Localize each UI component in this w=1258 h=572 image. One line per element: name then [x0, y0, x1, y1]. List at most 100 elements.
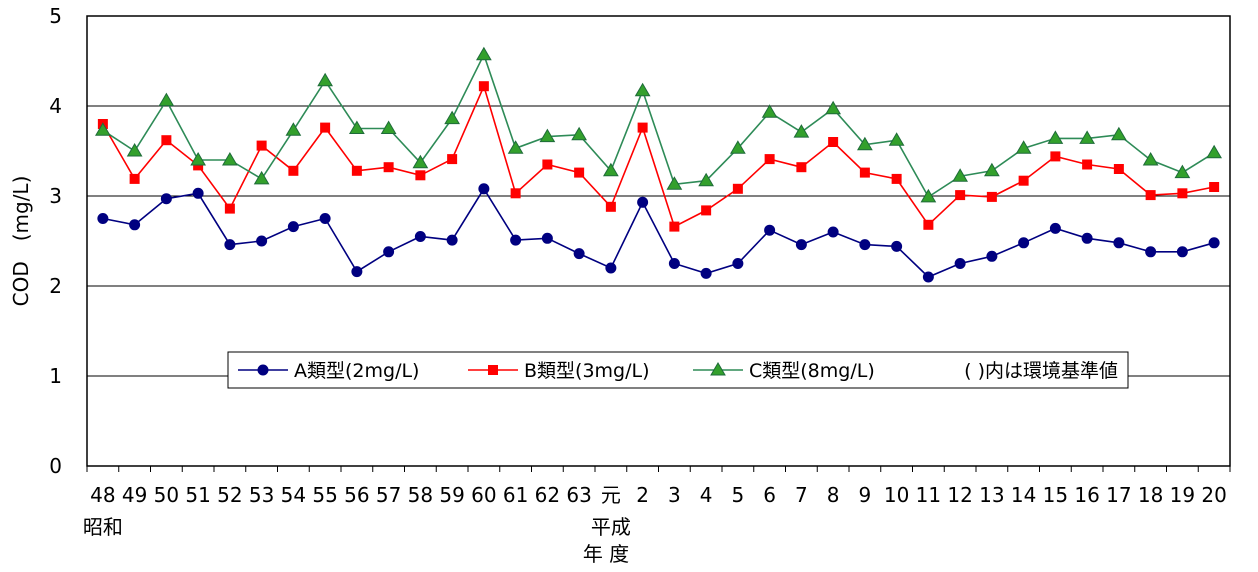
data-point [732, 258, 744, 269]
data-point [380, 120, 397, 134]
data-point [222, 152, 238, 166]
data-point [224, 239, 236, 251]
x-tick-label: 61 [503, 483, 528, 507]
x-tick-label: 16 [1074, 483, 1099, 507]
data-point [542, 159, 553, 170]
x-tick-label: 7 [795, 483, 808, 507]
data-point [256, 235, 268, 247]
data-point [952, 168, 968, 182]
data-point [637, 196, 649, 208]
data-point [700, 267, 712, 279]
data-point [668, 258, 680, 269]
data-point [984, 162, 1000, 177]
data-point [698, 172, 714, 187]
data-point [539, 128, 556, 143]
data-point [732, 183, 743, 194]
data-point [764, 224, 776, 236]
data-point [761, 104, 778, 118]
data-point [351, 165, 362, 176]
y-tick-label: 2 [49, 274, 62, 298]
x-tick-label: 元 [601, 483, 621, 507]
data-point [764, 154, 775, 165]
data-point [955, 190, 966, 201]
data-point [796, 162, 807, 173]
x-tick-label: 49 [122, 483, 147, 507]
data-point [1018, 175, 1029, 186]
x-tick-label: 59 [439, 483, 464, 507]
legend-note: ( )内は環境基準値 [964, 360, 1118, 382]
data-point [253, 170, 270, 185]
data-point [1145, 190, 1156, 201]
data-point [192, 187, 204, 199]
data-point [415, 170, 426, 181]
data-point [1111, 126, 1127, 141]
series [95, 46, 1222, 283]
x-tick-label: 6 [763, 483, 776, 507]
x-tick-label: 12 [947, 483, 972, 507]
data-point [1209, 182, 1220, 192]
x-tick-label: 50 [154, 483, 179, 507]
data-point [1082, 159, 1093, 170]
x-tick-label: 55 [312, 483, 337, 507]
data-point [510, 234, 522, 246]
legend-marker [488, 365, 498, 375]
data-point [320, 122, 331, 133]
data-point [1050, 151, 1061, 162]
data-point [634, 82, 651, 97]
data-point [857, 136, 873, 151]
data-point [256, 140, 267, 151]
data-point [1174, 164, 1191, 179]
data-point [383, 246, 395, 258]
legend-marker [257, 364, 269, 376]
series-c [95, 46, 1222, 203]
data-point [1113, 164, 1124, 174]
data-point [1049, 222, 1061, 234]
data-point [1079, 130, 1095, 144]
x-tick-label: 60 [471, 483, 496, 507]
data-point [383, 162, 394, 173]
x-tick-label: 14 [1011, 483, 1036, 507]
data-point [478, 81, 489, 92]
series-a [97, 183, 1220, 283]
data-point [1177, 188, 1188, 199]
data-point [349, 120, 365, 134]
x-tick-label: 58 [408, 483, 433, 507]
data-point [891, 173, 902, 184]
data-point [574, 167, 585, 178]
data-point [285, 122, 302, 136]
y-tick-label: 1 [49, 364, 62, 388]
y-tick-label: 4 [49, 94, 62, 118]
x-tick-label: 8 [827, 483, 840, 507]
data-point [190, 152, 206, 166]
legend-entry-label: C類型(8mg/L) [749, 360, 875, 382]
data-point [954, 258, 966, 269]
data-point [412, 154, 429, 169]
series-line [102, 83, 1215, 228]
data-point [1047, 130, 1064, 144]
x-tick-label: 57 [376, 483, 401, 507]
series-line [102, 187, 1215, 278]
data-point [891, 240, 903, 252]
data-point [1081, 232, 1093, 244]
x-tick-label: 3 [668, 483, 681, 507]
legend-box [227, 351, 1129, 389]
data-point [603, 162, 619, 177]
legend-marker [710, 362, 726, 376]
data-point [986, 191, 997, 202]
data-point [859, 167, 870, 178]
x-tick-label: 53 [249, 483, 274, 507]
y-tick-label: 3 [49, 184, 62, 208]
x-tick-label: 54 [281, 483, 306, 507]
data-point [478, 183, 490, 195]
x-tick-label: 20 [1201, 483, 1226, 507]
era-label: 昭和 [83, 515, 123, 539]
data-point [447, 154, 458, 165]
data-point [95, 122, 111, 136]
legend-entry-label: A類型(2mg/L) [294, 360, 419, 382]
data-point [317, 72, 333, 87]
data-point [160, 193, 172, 205]
data-point [605, 201, 616, 212]
data-point [637, 122, 648, 133]
